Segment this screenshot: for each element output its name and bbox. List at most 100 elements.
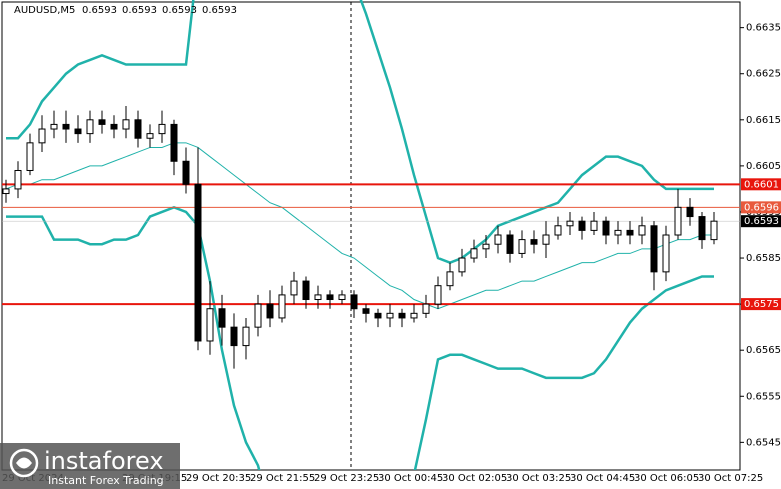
levels: [2, 183, 740, 306]
candle-body: [710, 220, 718, 241]
candle-body: [50, 123, 58, 130]
y-tick-label: 0.6565: [746, 345, 781, 356]
candle-body: [134, 119, 142, 139]
candle-body: [470, 248, 478, 259]
candle-body: [662, 234, 670, 273]
x-tick-label: 29 Oct 23:25: [314, 473, 379, 484]
candle-body: [578, 220, 586, 231]
candle-body: [326, 294, 334, 301]
candle-body: [362, 308, 370, 314]
watermark: instaforex Instant Forex Trading: [0, 443, 180, 489]
x-tick-label: 30 Oct 06:05: [634, 473, 699, 484]
candle-body: [218, 308, 226, 328]
y-tick-label: 0.6555: [746, 391, 781, 402]
candle-body: [290, 280, 298, 296]
candle-body: [422, 303, 430, 314]
price-labels: 0.6601 0.6596 0.6575 0.6593: [741, 178, 781, 311]
level-box: [741, 178, 781, 191]
candle-body: [398, 312, 406, 319]
candle-body: [86, 119, 94, 135]
watermark-brand: instaforex: [44, 447, 164, 475]
candle-body: [2, 188, 10, 195]
candle-body: [686, 206, 694, 218]
candle-body: [206, 308, 214, 342]
candle-body: [410, 312, 418, 319]
x-tick-label: 30 Oct 00:45: [378, 473, 443, 484]
band-lower: [6, 206, 714, 470]
y-tick-label: 0.6605: [746, 161, 781, 172]
candle-body: [146, 133, 154, 139]
level-label: 0.6575: [744, 299, 779, 310]
y-tick-label: 0.6635: [746, 23, 781, 34]
x-tick-label: 29 Oct 20:35: [186, 473, 251, 484]
candle-body: [446, 271, 454, 287]
candle-body: [494, 234, 502, 245]
candle-body: [386, 312, 394, 319]
candle-body: [542, 234, 550, 245]
candle-body: [350, 294, 358, 310]
candle-body: [590, 220, 598, 231]
candle-body: [434, 285, 442, 305]
candle-body: [374, 312, 382, 319]
level-box: [741, 201, 781, 214]
candle-body: [26, 142, 34, 171]
candle-body: [458, 257, 466, 273]
symbol: AUDUSD,M5: [14, 5, 75, 16]
y-tick-label: 0.6625: [746, 69, 781, 80]
candle-body: [230, 326, 238, 347]
watermark-logo: [9, 448, 39, 478]
candle-body: [566, 220, 574, 227]
candle-body: [506, 234, 514, 254]
x-tick-label: 30 Oct 03:25: [506, 473, 571, 484]
candle-body: [650, 225, 658, 273]
candle-body: [602, 220, 610, 236]
candle-body: [530, 239, 538, 245]
candle-body: [242, 326, 250, 347]
level-box: [741, 298, 781, 311]
candle-body: [110, 123, 118, 130]
band-middle: [5, 142, 714, 310]
x-tick-label: 30 Oct 02:05: [442, 473, 507, 484]
candle-body: [554, 225, 562, 236]
header-value: 0.6593: [202, 5, 237, 16]
watermark-logo-inner: [16, 457, 32, 469]
x-tick-label: 30 Oct 04:45: [570, 473, 635, 484]
level-label: 0.6601: [744, 179, 779, 190]
candle-body: [98, 119, 106, 125]
level-label: 0.6596: [744, 202, 779, 213]
candle-body: [518, 239, 526, 254]
current-price-box: [741, 215, 781, 228]
x-tick-label: 29 Oct 21:55: [250, 473, 315, 484]
x-tick-label: 30 Oct 07:25: [698, 473, 763, 484]
bollinger-bands: [5, 0, 714, 470]
candle-body: [626, 229, 634, 236]
candles: [2, 105, 718, 369]
band-upper: [6, 0, 714, 264]
candle-body: [314, 294, 322, 301]
candle-body: [158, 123, 166, 135]
watermark-tagline: Instant Forex Trading: [48, 474, 164, 487]
candle-body: [14, 169, 22, 190]
candle-body: [74, 128, 82, 135]
candle-body: [38, 128, 46, 144]
candle-body: [638, 225, 646, 236]
candle-body: [674, 206, 682, 236]
y-tick-label: 0.6585: [746, 253, 781, 264]
header-value: 0.6593: [122, 5, 157, 16]
candle-body: [122, 119, 130, 130]
candle-body: [254, 303, 262, 328]
header-value: 0.6593: [82, 5, 117, 16]
candle-body: [266, 303, 274, 319]
candle-body: [278, 294, 286, 319]
plot-frame: [1, 1, 741, 471]
candle-body: [170, 123, 178, 162]
y-tick-label: 0.6545: [746, 437, 781, 448]
header: AUDUSD,M5 0.6593 0.6593 0.6593 0.6593: [14, 5, 237, 16]
candle-body: [182, 160, 190, 185]
y-tick-label: 0.6615: [746, 115, 781, 126]
candle-body: [62, 123, 70, 130]
candle-body: [698, 216, 706, 241]
candle-body: [194, 183, 202, 342]
candle-body: [302, 280, 310, 301]
